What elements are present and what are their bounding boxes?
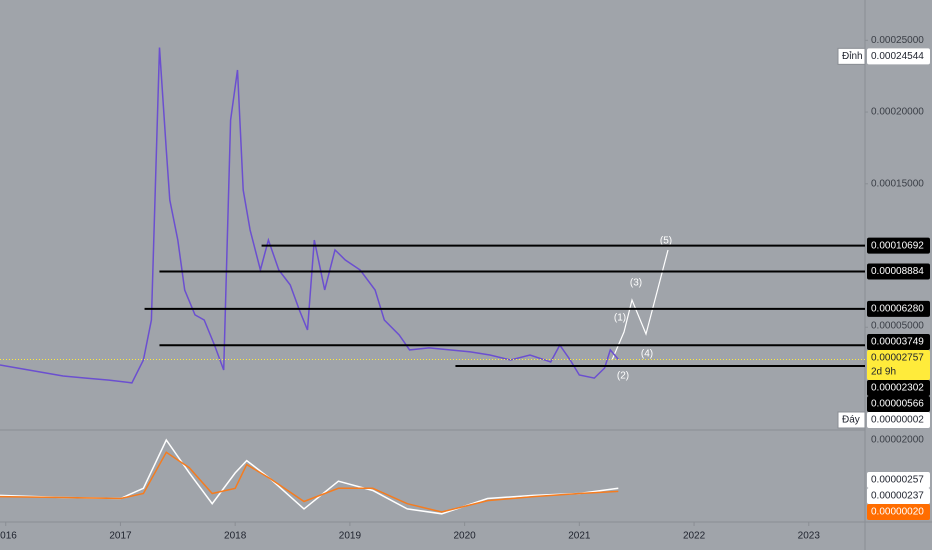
high-label-box bbox=[867, 48, 930, 65]
x-tick-label: 2020 bbox=[453, 531, 476, 542]
low-label: 0.00000002 bbox=[871, 415, 924, 426]
level-label-box bbox=[867, 380, 930, 396]
wave-labels: (1) (2) (3) (4) (5) bbox=[614, 236, 672, 382]
level-label-box bbox=[867, 334, 930, 350]
macd-line bbox=[0, 451, 619, 513]
y-tick-label: 0.00005000 bbox=[871, 321, 924, 332]
last-label-box bbox=[867, 350, 930, 380]
y-tick-label: 0.00025000 bbox=[871, 35, 924, 46]
wave-label: (1) bbox=[614, 313, 626, 324]
x-tick-label: 2019 bbox=[339, 531, 362, 542]
wave-label: (5) bbox=[660, 236, 672, 247]
level-label-box bbox=[867, 237, 930, 254]
last-label: 0.00002757 bbox=[871, 353, 924, 364]
level-label: 0.00010692 bbox=[871, 240, 924, 251]
macd-tick-label: 0.00002000 bbox=[871, 435, 924, 446]
y-tick-label: 0.00020000 bbox=[871, 107, 924, 118]
level-label-box bbox=[867, 263, 930, 280]
wave-drawing bbox=[611, 249, 669, 361]
level-label: 0.00002302 bbox=[871, 383, 924, 394]
low-label-box bbox=[867, 412, 930, 428]
level-label-box bbox=[867, 300, 930, 317]
x-tick-label: 2022 bbox=[683, 531, 706, 542]
high-label: 0.00024544 bbox=[871, 51, 924, 62]
level-label-box bbox=[867, 396, 930, 412]
wave-label: (3) bbox=[630, 278, 642, 289]
macd-price-box bbox=[867, 488, 930, 504]
x-tick-label: 2023 bbox=[798, 531, 821, 542]
wave-label: (4) bbox=[641, 349, 653, 360]
level-label: 0.00003749 bbox=[871, 337, 924, 348]
level-label: 0.00006280 bbox=[871, 304, 924, 315]
wave-label: (2) bbox=[617, 371, 629, 382]
price-line bbox=[0, 47, 619, 384]
x-tick-label: 2018 bbox=[224, 531, 247, 542]
x-tick-label: 2016 bbox=[0, 531, 17, 542]
macd-price-label: 0.00000237 bbox=[871, 491, 924, 502]
y-tick-label: 0.00015000 bbox=[871, 178, 924, 189]
x-tick-label: 2017 bbox=[109, 531, 132, 542]
macd-price-box bbox=[867, 472, 930, 488]
countdown: 2d 9h bbox=[871, 367, 896, 378]
level-label: 0.00000566 bbox=[871, 399, 924, 410]
macd-price-box bbox=[867, 504, 930, 520]
macd-price-label: 0.00000020 bbox=[871, 507, 924, 518]
level-label: 0.00008884 bbox=[871, 266, 924, 277]
low-tag: Đáy bbox=[842, 415, 860, 426]
high-tag-box bbox=[837, 47, 866, 65]
low-tag-box bbox=[837, 411, 866, 429]
high-tag: Đỉnh bbox=[842, 50, 863, 62]
x-tick-label: 2021 bbox=[568, 531, 591, 542]
macd-price-label: 0.00000257 bbox=[871, 475, 924, 486]
